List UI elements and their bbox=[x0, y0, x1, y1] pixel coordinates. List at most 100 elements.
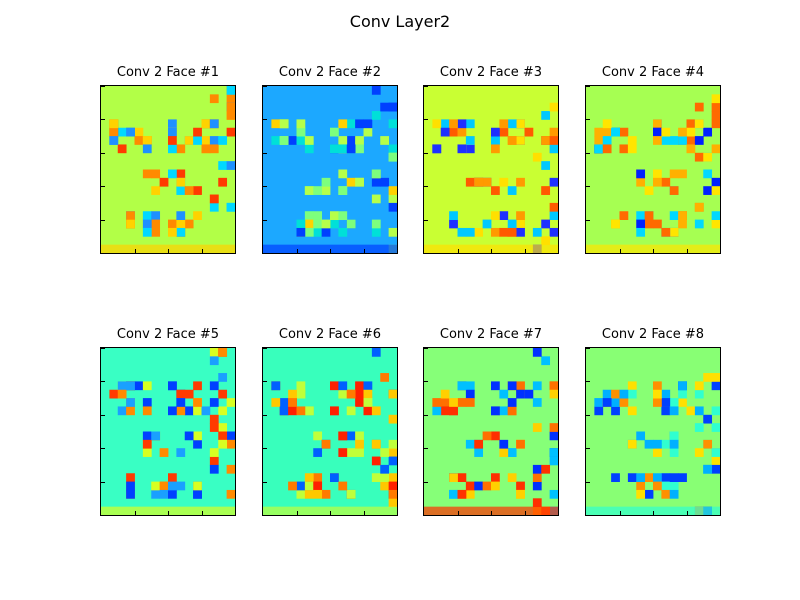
activation-cell bbox=[507, 473, 517, 482]
activation-cell bbox=[474, 177, 484, 187]
activation-cell bbox=[193, 431, 202, 441]
activation-cell bbox=[694, 102, 704, 112]
activation-cell bbox=[482, 219, 492, 229]
panel-title: Conv 2 Face #2 bbox=[278, 65, 382, 80]
activation-cell bbox=[321, 186, 331, 195]
activation-cell bbox=[271, 136, 281, 145]
activation-cell bbox=[669, 406, 679, 416]
activation-cell bbox=[355, 439, 364, 449]
activation-cell bbox=[532, 464, 542, 474]
activation-cell bbox=[669, 448, 679, 457]
activation-cell bbox=[218, 136, 228, 145]
activation-cell bbox=[644, 211, 654, 220]
activation-cell bbox=[209, 423, 219, 432]
x-tick bbox=[491, 249, 492, 253]
activation-cell bbox=[338, 227, 348, 237]
activation-cell bbox=[176, 406, 186, 416]
activation-cell bbox=[619, 398, 629, 407]
activation-cell bbox=[371, 473, 381, 482]
activation-cell bbox=[355, 381, 364, 391]
activation-cell bbox=[507, 219, 517, 229]
activation-cell bbox=[338, 211, 348, 220]
activation-cell bbox=[711, 94, 720, 104]
activation-cell bbox=[694, 219, 704, 229]
activation-cell bbox=[627, 144, 637, 154]
activation-cell bbox=[126, 406, 135, 416]
activation-cell bbox=[694, 202, 704, 212]
activation-cell bbox=[440, 389, 450, 399]
y-tick bbox=[424, 482, 428, 483]
activation-cell bbox=[703, 169, 713, 179]
activation-cell bbox=[346, 144, 356, 154]
activation-cell bbox=[516, 119, 525, 129]
activation-cell bbox=[346, 406, 356, 416]
y-tick bbox=[586, 253, 590, 254]
activation-cell bbox=[644, 439, 654, 449]
activation-cell bbox=[549, 177, 558, 187]
x-tick bbox=[297, 249, 298, 253]
activation-cell bbox=[142, 227, 152, 237]
activation-cell bbox=[271, 381, 281, 391]
activation-cell bbox=[313, 489, 323, 499]
activation-cell bbox=[611, 389, 620, 399]
activation-cell bbox=[380, 102, 390, 112]
y-tick bbox=[263, 348, 267, 349]
y-tick bbox=[101, 86, 105, 87]
activation-cell bbox=[694, 119, 704, 129]
activation-cell bbox=[602, 136, 612, 145]
activation-cell bbox=[184, 219, 194, 229]
activation-cell bbox=[159, 177, 169, 187]
y-tick bbox=[101, 253, 105, 254]
activation-cell bbox=[176, 481, 186, 491]
activation-cell bbox=[669, 439, 679, 449]
activation-cell bbox=[168, 144, 177, 154]
activation-cell bbox=[288, 406, 297, 416]
activation-cell bbox=[457, 489, 467, 499]
activation-cell bbox=[346, 489, 356, 499]
activation-cell bbox=[363, 127, 373, 137]
feature-map-panel-4: Conv 2 Face #4 bbox=[585, 65, 721, 254]
activation-cell bbox=[159, 481, 169, 491]
activation-cell bbox=[653, 177, 662, 187]
activation-cell bbox=[288, 389, 297, 399]
activation-cell bbox=[703, 414, 713, 424]
activation-cell bbox=[338, 481, 348, 491]
activation-cell bbox=[686, 136, 696, 145]
activation-cell bbox=[602, 127, 612, 137]
activation-cell bbox=[151, 489, 161, 499]
activation-cell bbox=[304, 406, 314, 416]
activation-cell bbox=[661, 389, 671, 399]
activation-cell bbox=[371, 219, 381, 229]
activation-cell bbox=[168, 127, 177, 137]
y-tick bbox=[586, 415, 590, 416]
activation-cell bbox=[661, 473, 671, 482]
y-tick bbox=[424, 186, 428, 187]
activation-cell bbox=[549, 136, 558, 145]
activation-cell bbox=[313, 219, 323, 229]
x-tick bbox=[620, 511, 621, 515]
activation-cell bbox=[159, 448, 169, 457]
activation-cell bbox=[661, 406, 671, 416]
activation-cell bbox=[669, 398, 679, 407]
activation-cell bbox=[711, 119, 720, 129]
activation-cell bbox=[457, 127, 467, 137]
activation-cell bbox=[142, 448, 152, 457]
activation-cell bbox=[288, 398, 297, 407]
feature-map-image bbox=[263, 348, 397, 515]
activation-cell bbox=[532, 481, 542, 491]
activation-cell bbox=[330, 127, 339, 137]
activation-cell bbox=[594, 127, 604, 137]
activation-cell bbox=[432, 119, 442, 129]
activation-cell bbox=[193, 381, 202, 391]
activation-cell bbox=[524, 127, 534, 137]
y-tick bbox=[424, 153, 428, 154]
activation-cell bbox=[465, 489, 475, 499]
activation-cell bbox=[388, 473, 397, 482]
activation-cell bbox=[355, 119, 364, 129]
activation-cell bbox=[703, 127, 713, 137]
activation-cell bbox=[226, 86, 235, 95]
activation-cell bbox=[168, 136, 177, 145]
activation-cell bbox=[507, 119, 517, 129]
activation-cell bbox=[226, 102, 235, 112]
x-tick bbox=[297, 511, 298, 515]
